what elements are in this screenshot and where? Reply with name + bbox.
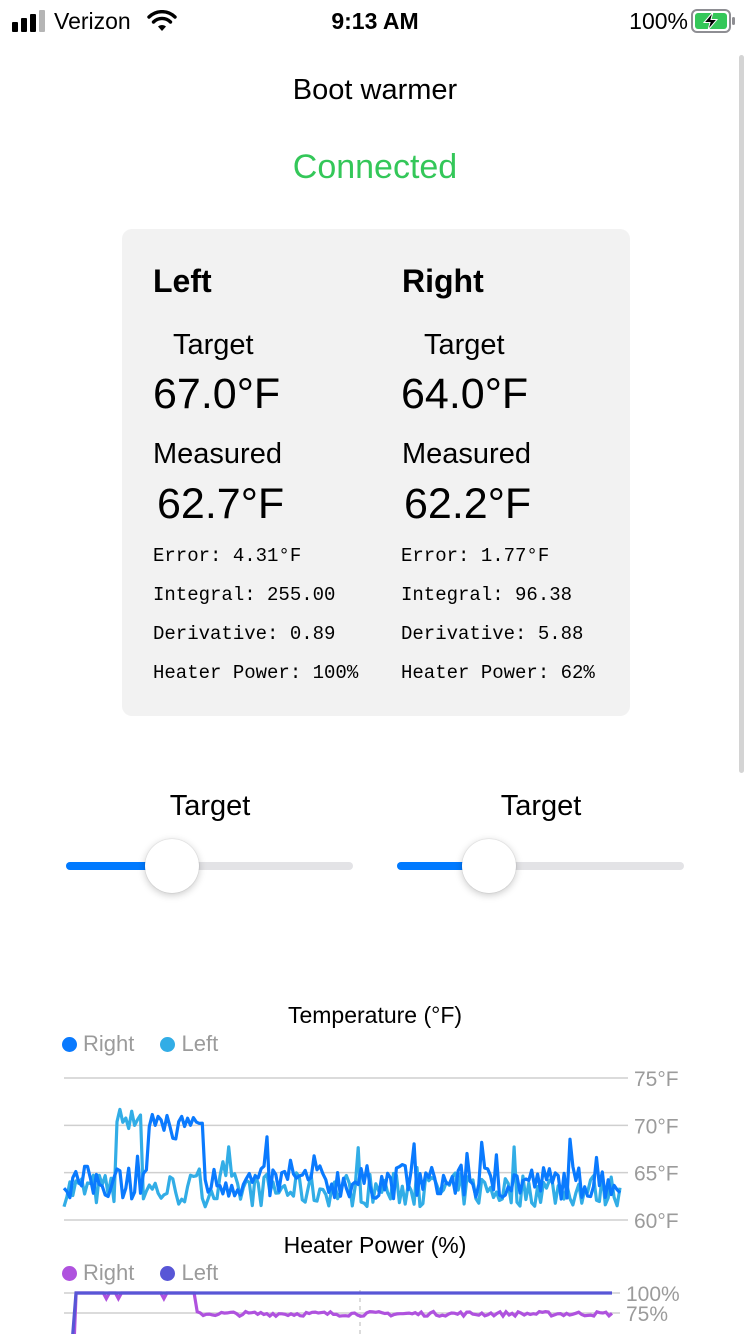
left-integral: Integral: 255.00	[153, 584, 336, 606]
page-title: Boot warmer	[292, 74, 458, 106]
right-target-slider[interactable]	[397, 838, 684, 894]
battery-charging-icon	[691, 9, 735, 33]
temp-series-line-right	[62, 1112, 622, 1201]
right-measured-value: 62.2°F	[404, 480, 532, 528]
status-bar: Verizon 9:13 AM 100%	[0, 0, 750, 44]
heater-power-legend: Right Left	[62, 1260, 238, 1286]
right-error: Error: 1.77°F	[401, 545, 550, 567]
power-y-tick-label: 100%	[626, 1283, 680, 1306]
right-slider-thumb[interactable]	[461, 839, 516, 893]
left-measured-label: Measured	[153, 438, 282, 470]
left-measured-value: 62.7°F	[157, 480, 285, 528]
right-target-value: 64.0°F	[401, 370, 529, 418]
legend-entry-left: Left	[160, 1031, 218, 1056]
legend-dot-left	[160, 1037, 176, 1052]
left-target-label: Target	[173, 329, 254, 361]
status-time: 9:13 AM	[331, 8, 419, 34]
legend-dot-right	[62, 1266, 77, 1281]
right-target-slider-label: Target	[500, 790, 582, 822]
temp-y-tick-label: 75°F	[634, 1068, 679, 1091]
left-slider-fill	[66, 862, 173, 870]
temp-y-tick-label: 60°F	[634, 1210, 679, 1233]
power-series-line-left	[71, 1291, 612, 1334]
temperature-chart-title: Temperature (°F)	[287, 1002, 463, 1028]
temperature-chart: 75°F 70°F 65°F 60°F	[62, 1068, 679, 1233]
signal-icon	[12, 10, 45, 32]
left-target-slider-label: Target	[169, 790, 251, 822]
left-target-slider[interactable]	[66, 838, 353, 894]
left-error: Error: 4.31°F	[153, 545, 302, 567]
left-heater-power: Heater Power: 100%	[153, 662, 359, 684]
legend-dot-right	[62, 1037, 77, 1052]
wifi-icon	[147, 10, 177, 31]
right-slider-fill	[397, 862, 489, 870]
connection-status: Connected	[292, 148, 458, 186]
status-card: Left Target 67.0°F Measured 62.7°F Error…	[122, 229, 630, 716]
temp-y-tick-label: 70°F	[634, 1115, 679, 1138]
carrier-name: Verizon	[54, 8, 131, 34]
left-target-value: 67.0°F	[153, 370, 281, 418]
heater-power-chart-title: Heater Power (%)	[283, 1232, 467, 1258]
right-measured-label: Measured	[402, 438, 531, 470]
heater-power-chart: 100%75%	[64, 1283, 680, 1334]
legend-entry-right: Right	[62, 1031, 134, 1056]
temp-y-tick-label: 65°F	[634, 1163, 679, 1186]
right-derivative: Derivative: 5.88	[401, 623, 584, 645]
left-slider-track[interactable]	[66, 862, 353, 870]
right-target-label: Target	[424, 329, 505, 361]
legend-entry-left: Left	[160, 1260, 218, 1285]
right-side-title: Right	[402, 263, 484, 299]
right-integral: Integral: 96.38	[401, 584, 573, 606]
legend-entry-right: Right	[62, 1260, 134, 1285]
scroll-indicator[interactable]	[739, 55, 744, 773]
left-slider-thumb[interactable]	[145, 839, 200, 893]
right-heater-power: Heater Power: 62%	[401, 662, 595, 684]
battery-percent: 100%	[629, 8, 688, 34]
left-side-title: Left	[153, 263, 212, 299]
power-y-tick-label: 75%	[626, 1303, 668, 1326]
right-slider-track[interactable]	[397, 862, 684, 870]
left-derivative: Derivative: 0.89	[153, 623, 336, 645]
temperature-legend: Right Left	[62, 1031, 238, 1057]
legend-dot-left	[160, 1266, 176, 1281]
